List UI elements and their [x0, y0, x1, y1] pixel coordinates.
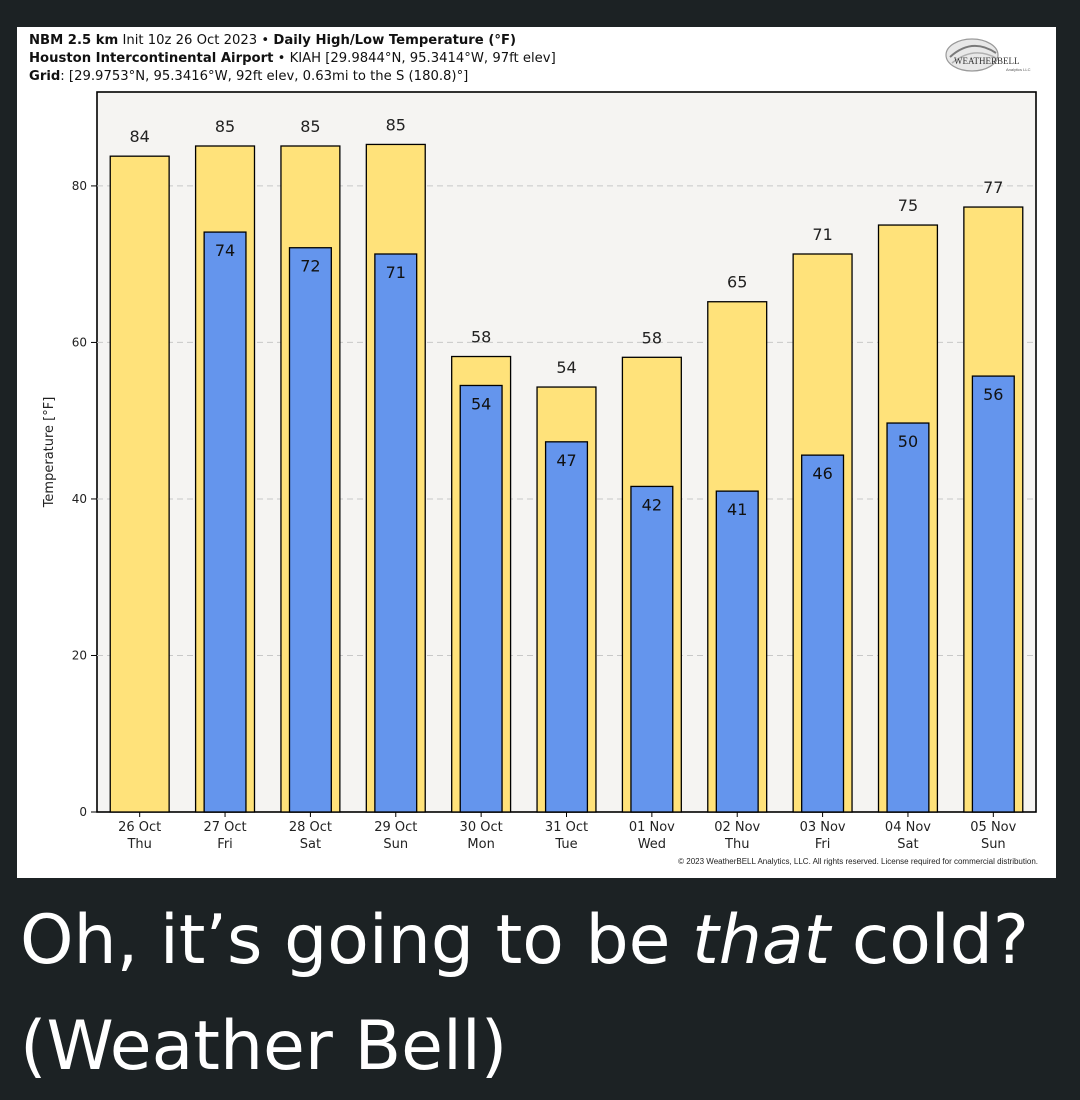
x-tick-label-date: 02 Nov	[714, 820, 760, 835]
high-temp-label: 85	[386, 115, 406, 134]
y-tick-label: 20	[72, 648, 87, 662]
low-temp-bar	[459, 384, 503, 813]
x-tick-label-day: Fri	[815, 837, 831, 852]
header-line-1: NBM 2.5 km Init 10z 26 Oct 2023 • Daily …	[29, 33, 516, 48]
x-tick-label-date: 01 Nov	[629, 820, 675, 835]
product-title: Daily High/Low Temperature (°F)	[273, 33, 516, 48]
x-tick-label-day: Sat	[897, 837, 918, 852]
header-line-3: Grid: [29.9753°N, 95.3416°W, 92ft elev, …	[29, 69, 468, 84]
low-temp-bar	[715, 490, 759, 813]
caption-emphasis: that	[692, 901, 831, 980]
low-temp-label: 72	[300, 257, 320, 276]
low-temp-label: 42	[642, 495, 662, 514]
model-name: NBM 2.5 km	[29, 33, 119, 48]
x-tick-label-date: 03 Nov	[800, 820, 846, 835]
y-tick-label: 60	[72, 335, 87, 349]
low-temp-bar	[630, 485, 674, 813]
logo-text: WEATHERBELL	[954, 56, 1020, 66]
x-tick-label-day: Wed	[638, 837, 666, 852]
high-temp-label: 58	[642, 328, 662, 347]
x-tick-label-date: 31 Oct	[545, 820, 588, 835]
y-tick-label: 40	[72, 492, 87, 506]
low-temp-label: 71	[386, 263, 406, 282]
separator-bullet: •	[277, 51, 286, 66]
x-tick-label-day: Thu	[126, 837, 151, 852]
high-temp-label: 85	[300, 117, 320, 136]
caption: Oh, it’s going to be that cold? (Weather…	[20, 888, 1060, 1100]
x-tick-label-date: 30 Oct	[460, 820, 503, 835]
high-temp-label: 54	[556, 358, 576, 377]
low-temp-label: 74	[215, 241, 235, 260]
copyright-notice: © 2023 WeatherBELL Analytics, LLC. All r…	[678, 857, 1038, 866]
x-tick-label-day: Sun	[981, 837, 1006, 852]
x-axis: 26 Oct Thu 27 Oct Fri 28 Oct Sat 29 Oct Sun 30 O…	[118, 812, 1017, 852]
high-temp-label: 85	[215, 117, 235, 136]
y-tick-label: 80	[72, 179, 87, 193]
high-temp-label: 65	[727, 273, 747, 292]
y-axis-label: Temperature [°F]	[42, 397, 57, 509]
low-temp-bar	[374, 253, 418, 813]
high-temp-label: 58	[471, 328, 491, 347]
x-tick-label-date: 05 Nov	[970, 820, 1016, 835]
x-tick-label-date: 04 Nov	[885, 820, 931, 835]
grid-label: Grid	[29, 69, 61, 84]
high-temp-label: 71	[812, 225, 832, 244]
logo-subtext: Analytics LLC	[1006, 67, 1031, 72]
low-temp-label: 46	[812, 464, 832, 483]
high-temp-bar	[109, 155, 170, 813]
low-temp-label: 47	[556, 451, 576, 470]
grid-info: : [29.9753°N, 95.3416°W, 92ft elev, 0.63…	[60, 69, 469, 84]
y-axis: 0 20 40 60 80	[72, 179, 97, 819]
x-tick-label-date: 26 Oct	[118, 820, 161, 835]
weatherbell-logo-icon: WEATHERBELL Analytics LLC	[945, 38, 1031, 72]
low-temp-bar	[203, 231, 247, 813]
low-temp-bar	[801, 454, 845, 813]
x-tick-label-day: Fri	[217, 837, 233, 852]
temperature-chart: 0 20 40 60 80 84 85 74 85 72 85 71 58 54 54 47 58 42 65 41…	[42, 91, 1037, 852]
header-line-2: Houston Intercontinental Airport • KIAH …	[29, 51, 556, 66]
x-tick-label-day: Tue	[554, 837, 577, 852]
forecast-card: NBM 2.5 km Init 10z 26 Oct 2023 • Daily …	[17, 27, 1056, 878]
low-temp-bar	[971, 375, 1015, 813]
y-tick-label: 0	[79, 805, 87, 819]
x-tick-label-date: 28 Oct	[289, 820, 332, 835]
low-temp-label: 41	[727, 500, 747, 519]
x-tick-label-date: 29 Oct	[374, 820, 417, 835]
init-time: Init 10z 26 Oct 2023	[122, 33, 258, 48]
caption-text-1: Oh, it’s going to be	[20, 901, 693, 980]
x-tick-label-day: Thu	[724, 837, 749, 852]
x-tick-label-date: 27 Oct	[203, 820, 246, 835]
low-temp-bar	[288, 247, 332, 813]
high-temp-label: 77	[983, 178, 1003, 197]
x-tick-label-day: Sat	[300, 837, 321, 852]
low-temp-bar	[544, 441, 589, 813]
separator-bullet: •	[261, 33, 270, 48]
low-temp-label: 56	[983, 385, 1003, 404]
low-temp-bar	[886, 422, 930, 813]
station-info: KIAH [29.9844°N, 95.3414°W, 97ft elev]	[289, 51, 556, 66]
high-temp-label: 84	[130, 127, 150, 146]
x-tick-label-day: Sun	[383, 837, 408, 852]
caption-text-2: cold? (Weather Bell)	[20, 901, 1029, 1086]
low-temp-label: 54	[471, 394, 491, 413]
bars: 84 85 74 85 72 85 71 58 54 54 47 58 42 65 41 71 46 75 50 77…	[109, 115, 1024, 813]
station-name: Houston Intercontinental Airport	[29, 51, 274, 66]
low-temp-label: 50	[898, 432, 918, 451]
high-temp-label: 75	[898, 196, 918, 215]
x-tick-label-day: Mon	[467, 837, 494, 852]
